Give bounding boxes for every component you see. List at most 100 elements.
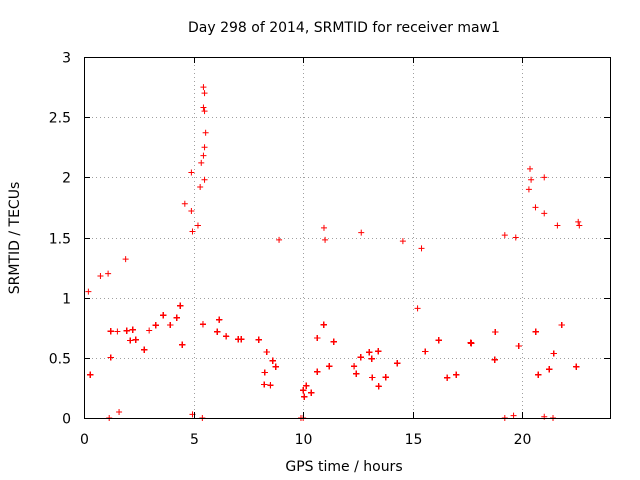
x-tick-label: 20 bbox=[514, 432, 532, 448]
data-point bbox=[198, 159, 205, 166]
data-point bbox=[188, 208, 195, 215]
data-point bbox=[326, 363, 333, 370]
data-point bbox=[177, 302, 184, 309]
data-point bbox=[558, 322, 565, 329]
data-point bbox=[541, 174, 548, 181]
data-point bbox=[320, 224, 327, 231]
data-point bbox=[550, 350, 557, 357]
data-point bbox=[300, 387, 307, 394]
data-point bbox=[200, 152, 207, 159]
data-point bbox=[201, 108, 208, 115]
data-point bbox=[528, 176, 535, 183]
x-tick-label: 10 bbox=[295, 432, 313, 448]
data-point bbox=[546, 366, 553, 373]
data-point bbox=[303, 382, 310, 389]
data-point bbox=[214, 328, 221, 335]
data-point bbox=[357, 354, 364, 361]
data-point bbox=[418, 245, 425, 252]
data-point bbox=[223, 333, 230, 340]
grid bbox=[84, 57, 610, 418]
data-point bbox=[358, 229, 365, 236]
data-point bbox=[116, 408, 123, 415]
data-point bbox=[314, 335, 321, 342]
x-tick-label: 15 bbox=[405, 432, 423, 448]
data-point bbox=[353, 370, 360, 377]
data-point bbox=[369, 374, 376, 381]
data-point bbox=[199, 321, 206, 328]
y-tick-label: 2.5 bbox=[49, 111, 71, 127]
data-point bbox=[194, 222, 201, 229]
data-point bbox=[501, 232, 508, 239]
data-point bbox=[200, 104, 207, 111]
data-point bbox=[515, 342, 522, 349]
data-point bbox=[127, 337, 134, 344]
data-point bbox=[216, 316, 223, 323]
data-point bbox=[554, 222, 561, 229]
data-point bbox=[269, 357, 276, 364]
data-point bbox=[435, 337, 442, 344]
data-point bbox=[276, 236, 283, 243]
data-point bbox=[368, 355, 375, 362]
data-point bbox=[382, 374, 389, 381]
data-point bbox=[573, 363, 580, 370]
data-point bbox=[375, 383, 382, 390]
data-point bbox=[525, 186, 532, 193]
data-point bbox=[152, 322, 159, 329]
data-point bbox=[510, 412, 517, 419]
data-point bbox=[512, 234, 519, 241]
data-point bbox=[308, 389, 315, 396]
y-tick-label: 2 bbox=[62, 171, 71, 187]
data-point bbox=[261, 369, 268, 376]
x-tick-labels: 0 5 10 15 20 bbox=[80, 432, 531, 448]
data-point bbox=[141, 346, 148, 353]
y-tick-label: 1 bbox=[62, 292, 71, 308]
y-axis-title: SRMTID / TECUs bbox=[7, 182, 23, 295]
data-point bbox=[179, 341, 186, 348]
data-point bbox=[541, 210, 548, 217]
data-point bbox=[160, 312, 167, 319]
data-point bbox=[261, 381, 268, 388]
chart-title: Day 298 of 2014, SRMTID for receiver maw… bbox=[188, 20, 500, 36]
data-point bbox=[122, 256, 129, 263]
data-point bbox=[114, 328, 121, 335]
data-point bbox=[532, 328, 539, 335]
data-point bbox=[468, 340, 475, 347]
data-point bbox=[201, 144, 208, 151]
data-point bbox=[330, 338, 337, 345]
data-point bbox=[189, 228, 196, 235]
data-point bbox=[173, 314, 180, 321]
y-tick-labels: 0 0.5 1 1.5 2 2.5 3 bbox=[49, 51, 71, 428]
data-point bbox=[255, 336, 262, 343]
data-points bbox=[85, 84, 583, 421]
data-point bbox=[97, 273, 104, 280]
data-point bbox=[394, 360, 401, 367]
x-axis-title: GPS time / hours bbox=[285, 459, 402, 475]
data-point bbox=[491, 356, 498, 363]
data-point bbox=[414, 305, 421, 312]
data-point bbox=[167, 322, 174, 329]
data-point bbox=[197, 183, 204, 190]
data-point bbox=[375, 348, 382, 355]
data-point bbox=[107, 354, 114, 361]
data-point bbox=[351, 363, 358, 370]
data-point bbox=[366, 349, 373, 356]
data-point bbox=[492, 329, 499, 336]
data-point bbox=[535, 371, 542, 378]
data-point bbox=[238, 336, 245, 343]
data-point bbox=[263, 349, 270, 356]
data-point bbox=[576, 222, 583, 229]
data-point bbox=[132, 336, 139, 343]
y-tick-label: 0 bbox=[62, 412, 71, 428]
data-point bbox=[399, 238, 406, 245]
data-point bbox=[422, 348, 429, 355]
data-point bbox=[301, 393, 308, 400]
axis-ticks bbox=[84, 57, 610, 419]
data-point bbox=[272, 363, 279, 370]
data-point bbox=[107, 328, 114, 335]
data-point bbox=[202, 129, 209, 136]
data-point bbox=[201, 90, 208, 97]
data-point bbox=[532, 204, 539, 211]
data-point bbox=[129, 326, 136, 333]
